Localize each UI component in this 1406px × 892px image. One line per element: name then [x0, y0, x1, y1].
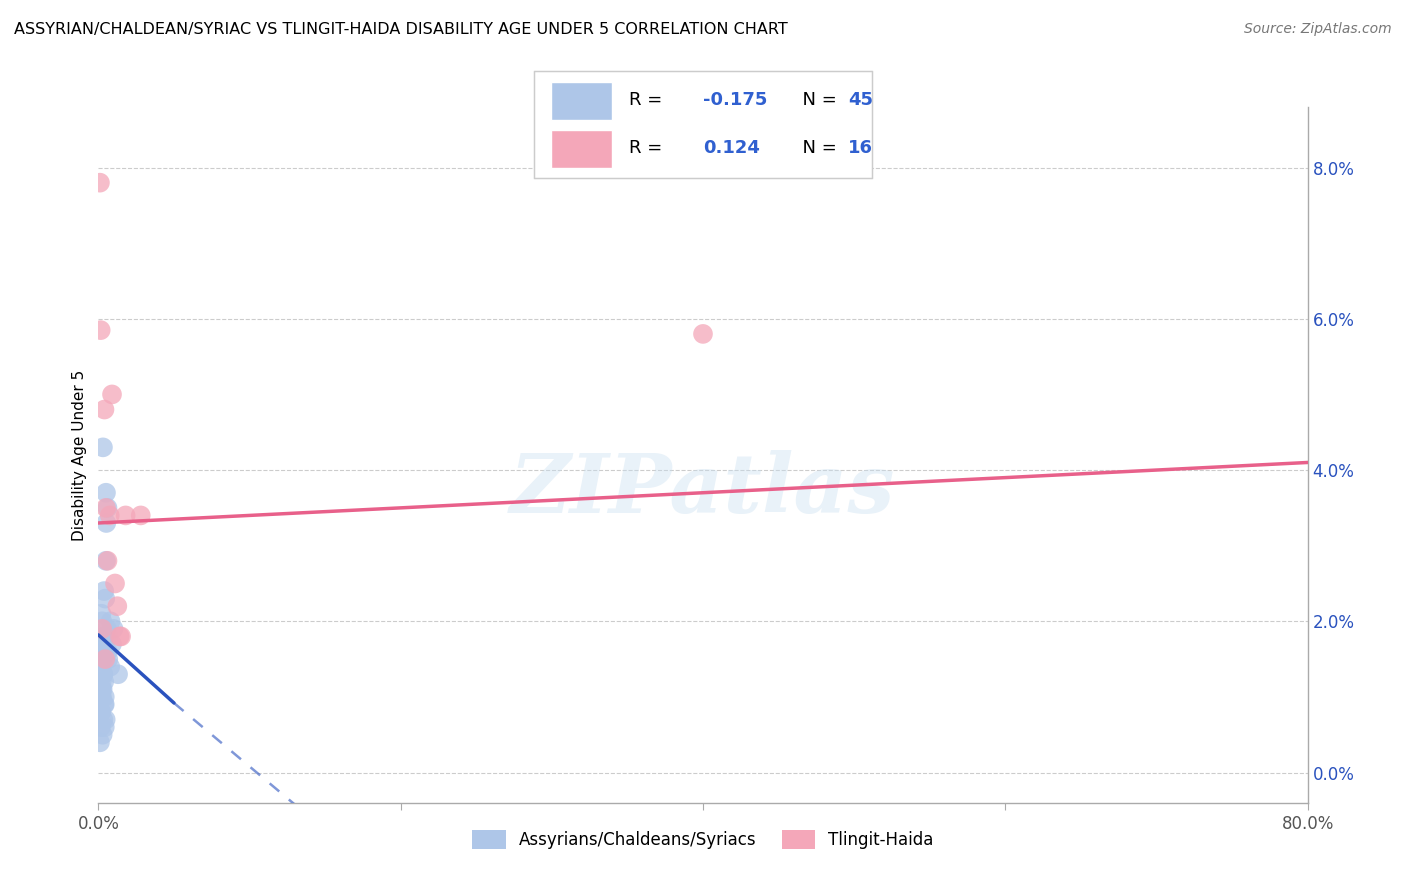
Point — [90, 705, 112, 719]
Text: R =: R = — [628, 139, 668, 157]
Y-axis label: Disability Age Under 5: Disability Age Under 5 — [72, 369, 87, 541]
Point — [90, 682, 112, 697]
Point — [96, 500, 118, 515]
Point — [100, 615, 122, 629]
Point — [94, 690, 117, 704]
Point — [96, 516, 118, 530]
Point — [97, 644, 120, 658]
Point — [97, 629, 120, 643]
Text: ASSYRIAN/CHALDEAN/SYRIAC VS TLINGIT-HAIDA DISABILITY AGE UNDER 5 CORRELATION CHA: ASSYRIAN/CHALDEAN/SYRIAC VS TLINGIT-HAID… — [14, 22, 787, 37]
Point — [91, 667, 114, 681]
Point — [94, 720, 117, 734]
Point — [94, 698, 117, 712]
Point — [91, 667, 114, 681]
Point — [94, 652, 117, 666]
Point — [90, 690, 112, 704]
Point — [90, 720, 112, 734]
Point — [90, 674, 112, 689]
Point — [91, 441, 114, 455]
Point — [90, 323, 112, 337]
Text: 16: 16 — [848, 139, 873, 157]
Point — [104, 576, 127, 591]
Point — [94, 591, 117, 606]
Text: N =: N = — [790, 139, 842, 157]
Point — [90, 607, 112, 621]
Point — [107, 667, 129, 681]
Legend: Assyrians/Chaldeans/Syriacs, Tlingit-Haida: Assyrians/Chaldeans/Syriacs, Tlingit-Hai… — [464, 822, 942, 857]
Text: ZIPatlas: ZIPatlas — [510, 450, 896, 530]
Point — [97, 652, 120, 666]
Point — [91, 615, 114, 629]
Point — [91, 637, 114, 651]
Point — [91, 713, 114, 727]
Point — [105, 599, 128, 614]
Point — [93, 629, 115, 643]
Point — [108, 629, 131, 643]
Point — [94, 713, 117, 727]
Point — [90, 652, 112, 666]
Point — [692, 326, 714, 341]
Text: Source: ZipAtlas.com: Source: ZipAtlas.com — [1244, 22, 1392, 37]
Text: 0.124: 0.124 — [703, 139, 759, 157]
Text: N =: N = — [790, 91, 842, 109]
Point — [91, 728, 114, 742]
Point — [90, 690, 112, 704]
Point — [110, 629, 132, 643]
Point — [96, 622, 118, 636]
FancyBboxPatch shape — [551, 82, 612, 120]
Point — [93, 698, 115, 712]
FancyBboxPatch shape — [551, 130, 612, 168]
Point — [101, 387, 124, 401]
Point — [89, 735, 111, 749]
Point — [103, 622, 125, 636]
Point — [93, 402, 115, 417]
Text: -0.175: -0.175 — [703, 91, 768, 109]
Point — [96, 554, 118, 568]
Point — [98, 659, 121, 673]
Point — [93, 629, 115, 643]
Point — [91, 622, 114, 636]
Point — [91, 652, 114, 666]
Point — [101, 637, 124, 651]
Text: R =: R = — [628, 91, 668, 109]
Point — [93, 584, 115, 599]
Text: 45: 45 — [848, 91, 873, 109]
Point — [91, 682, 114, 697]
Point — [89, 659, 111, 673]
Point — [93, 674, 115, 689]
Point — [90, 705, 112, 719]
Point — [91, 644, 114, 658]
Point — [94, 500, 117, 515]
Point — [94, 485, 117, 500]
Point — [89, 176, 111, 190]
Point — [129, 508, 152, 523]
Point — [94, 554, 117, 568]
Point — [98, 508, 121, 523]
Point — [90, 637, 112, 651]
Point — [114, 508, 136, 523]
